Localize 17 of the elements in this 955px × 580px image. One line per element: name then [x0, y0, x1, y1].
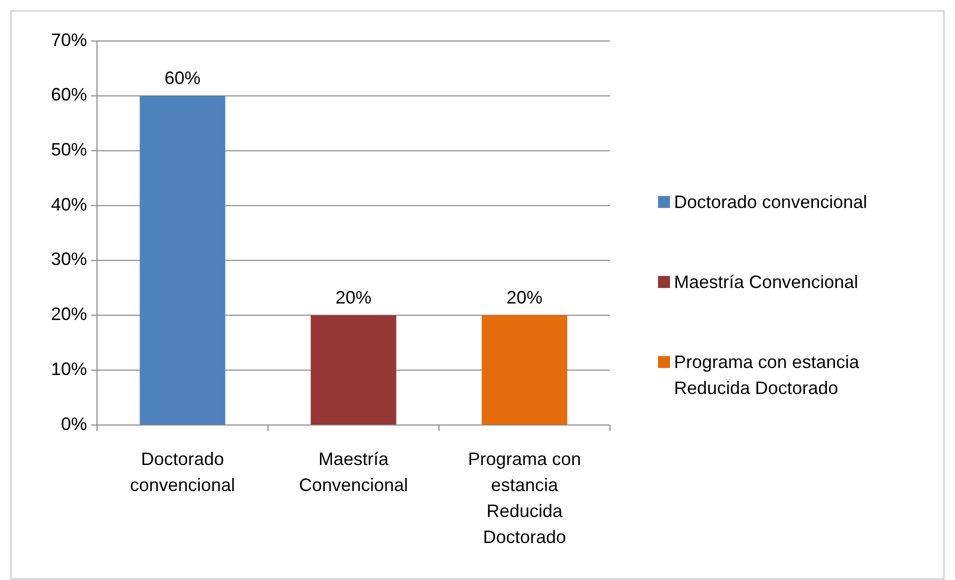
data-label: 20%	[506, 287, 543, 308]
legend-label: Programa con estancia Reducida Doctorado	[674, 352, 860, 398]
legend-label: Doctorado convencional	[674, 192, 868, 212]
x-tick-label: Doctorado convencional	[130, 449, 236, 495]
y-tick-label: 10%	[50, 358, 87, 379]
y-tick-label: 50%	[50, 139, 87, 160]
y-tick-label: 70%	[50, 30, 87, 50]
data-label: 60%	[164, 68, 201, 88]
legend-label: Maestría Convencional	[674, 272, 858, 292]
x-tick-label: Programa con estancia Reducida Doctorado	[468, 449, 582, 547]
y-tick-label: 0%	[60, 414, 87, 434]
y-tick-label: 60%	[50, 84, 87, 105]
y-tick-label: 40%	[50, 194, 87, 214]
y-tick-label: 30%	[50, 249, 87, 270]
y-tick-label: 20%	[50, 304, 87, 324]
x-tick-label: Maestría Convencional	[298, 449, 408, 495]
data-label: 20%	[335, 287, 372, 308]
